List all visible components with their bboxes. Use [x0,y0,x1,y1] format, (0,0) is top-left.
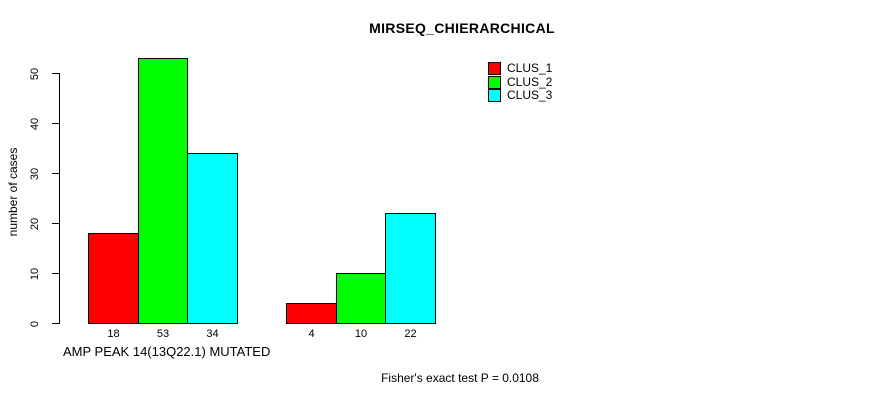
y-axis-tick-10 [52,273,60,274]
legend-item-clus2: CLUS_2 [488,74,553,90]
y-axis-tick-label-30: 30 [29,167,41,181]
legend-swatch-clus1 [488,62,501,76]
bar-value-label-clus_3-group1: 34 [206,328,219,340]
y-axis-tick-label-40: 40 [29,117,41,131]
y-axis-tick-50 [52,73,60,74]
y-axis-tick-label-20: 20 [29,217,41,231]
legend-label-clus1: CLUS_1 [507,61,553,75]
bar-value-label-clus_1-group1: 18 [107,328,120,340]
legend-label-clus2: CLUS_2 [507,74,553,89]
legend-item-clus3: CLUS_3 [488,88,553,103]
bar-value-label-clus_2-group1: 53 [156,328,170,340]
legend-label-clus3: CLUS_3 [507,88,553,102]
bar-clus_2-group2 [336,273,386,324]
bar-clus_1-group2 [286,303,337,324]
chart-title: MIRSEQ_CHIERARCHICAL [369,20,555,36]
bar-clus_3-group1 [187,153,238,324]
bar-clus_2-group1 [138,58,188,324]
bar-value-label-clus_1-group2: 4 [308,328,315,340]
y-axis-line [59,73,60,324]
x-axis-label: AMP PEAK 14(13Q22.1) MUTATED [63,344,271,359]
bar-value-label-clus_3-group2: 22 [404,328,417,340]
bar-clus_1-group1 [88,233,139,324]
y-axis-tick-30 [52,173,60,174]
legend-swatch-clus2 [488,75,501,89]
legend-swatch-clus3 [488,89,501,103]
bar-value-label-clus_2-group2: 10 [354,328,368,340]
annotation-fisher-test: Fisher's exact test P = 0.0108 [381,371,539,385]
legend-item-clus1: CLUS_1 [488,61,553,76]
y-axis-tick-label-50: 50 [29,67,41,81]
legend: CLUS_1 CLUS_2 CLUS_3 [488,61,553,103]
y-axis-tick-label-10: 10 [29,267,41,281]
y-axis-tick-20 [52,223,60,224]
y-axis-tick-label-0: 0 [29,320,41,328]
y-axis-tick-40 [52,123,60,124]
bar-clus_3-group2 [385,213,436,324]
y-axis-tick-0 [52,323,60,324]
